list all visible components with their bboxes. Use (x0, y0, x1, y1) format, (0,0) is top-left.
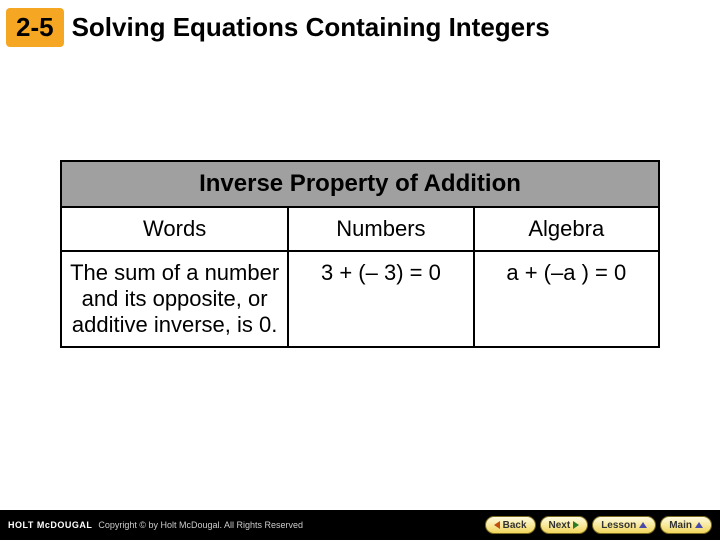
back-button[interactable]: Back (485, 516, 536, 534)
column-header-words: Words (61, 207, 288, 251)
lesson-header: 2-5 Solving Equations Containing Integer… (0, 0, 720, 50)
arrow-right-icon (573, 521, 579, 529)
section-number-badge: 2-5 (6, 8, 64, 47)
content-area: Inverse Property of Addition Words Numbe… (0, 50, 720, 348)
cell-algebra: a + (–a ) = 0 (474, 251, 659, 347)
cell-words: The sum of a number and its opposite, or… (61, 251, 288, 347)
lesson-button-label: Lesson (601, 520, 636, 531)
column-header-algebra: Algebra (474, 207, 659, 251)
property-table: Inverse Property of Addition Words Numbe… (60, 160, 660, 348)
arrow-left-icon (494, 521, 500, 529)
copyright-text: Copyright © by Holt McDougal. All Rights… (98, 520, 303, 530)
back-button-label: Back (503, 520, 527, 531)
nav-buttons: Back Next Lesson Main (485, 516, 712, 534)
footer-bar: HOLT McDOUGAL Copyright © by Holt McDoug… (0, 510, 720, 540)
column-header-numbers: Numbers (288, 207, 473, 251)
lesson-button[interactable]: Lesson (592, 516, 656, 534)
publisher-logo: HOLT McDOUGAL (8, 520, 92, 530)
arrow-up-icon (639, 522, 647, 528)
copyright-block: HOLT McDOUGAL Copyright © by Holt McDoug… (8, 520, 303, 530)
next-button[interactable]: Next (540, 516, 589, 534)
next-button-label: Next (549, 520, 571, 531)
lesson-title: Solving Equations Containing Integers (72, 12, 550, 43)
table-title: Inverse Property of Addition (61, 161, 659, 207)
main-button-label: Main (669, 520, 692, 531)
cell-numbers: 3 + (– 3) = 0 (288, 251, 473, 347)
main-button[interactable]: Main (660, 516, 712, 534)
arrow-up-icon (695, 522, 703, 528)
